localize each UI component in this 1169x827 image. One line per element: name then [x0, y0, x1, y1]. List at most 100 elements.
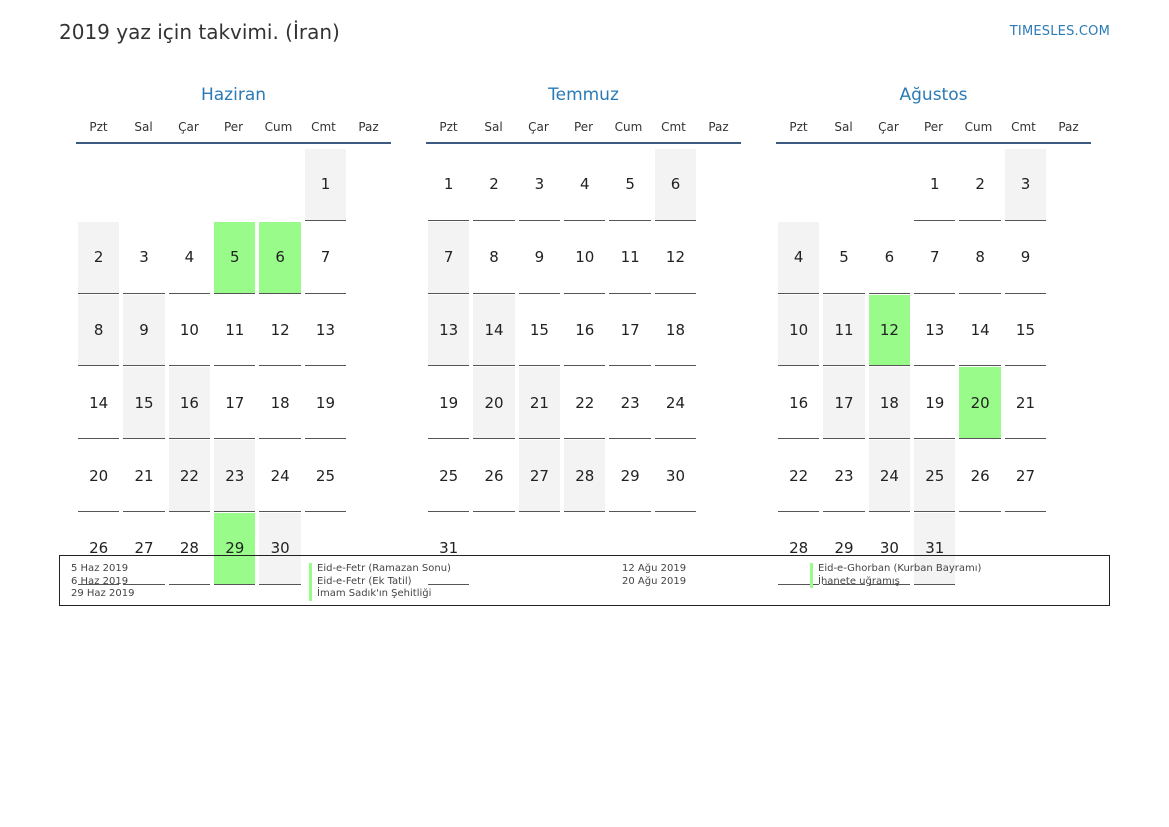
- day-cell[interactable]: 1: [303, 148, 348, 221]
- day-cell[interactable]: 14: [957, 294, 1002, 367]
- day-number: 22: [168, 440, 211, 512]
- day-cell[interactable]: 24: [257, 439, 302, 512]
- day-cell[interactable]: 7: [426, 221, 471, 294]
- day-cell[interactable]: 16: [776, 366, 821, 440]
- holiday-day-cell[interactable]: 29: [212, 512, 257, 585]
- day-cell[interactable]: 7: [303, 221, 348, 294]
- legend-date: 12 Ağu 2019: [622, 563, 687, 574]
- day-cell[interactable]: 2: [76, 221, 121, 294]
- day-cell[interactable]: 4: [776, 221, 821, 294]
- day-cell[interactable]: 30: [867, 512, 912, 585]
- day-cell[interactable]: 28: [167, 512, 212, 585]
- day-cell[interactable]: 6: [653, 148, 698, 221]
- day-cell[interactable]: 19: [912, 366, 957, 440]
- day-cell[interactable]: 25: [303, 439, 348, 512]
- day-cell[interactable]: 29: [821, 512, 866, 585]
- day-cell[interactable]: 1: [426, 148, 471, 221]
- day-cell[interactable]: 1: [912, 148, 957, 221]
- weekday-header: Pzt Sal Çar Per Cum Cmt Paz: [76, 116, 391, 144]
- day-cell[interactable]: 3: [517, 148, 562, 221]
- day-cell[interactable]: 30: [653, 439, 698, 512]
- day-cell[interactable]: 27: [121, 512, 166, 585]
- holiday-day-cell[interactable]: 6: [257, 221, 302, 294]
- day-cell[interactable]: 21: [517, 366, 562, 440]
- holiday-day-cell[interactable]: 5: [212, 221, 257, 294]
- day-cell[interactable]: 20: [471, 366, 516, 440]
- day-cell[interactable]: 31: [426, 512, 471, 585]
- day-cell[interactable]: 22: [167, 439, 212, 512]
- day-cell[interactable]: 24: [653, 366, 698, 440]
- day-cell[interactable]: 14: [76, 366, 121, 440]
- day-cell[interactable]: 10: [776, 294, 821, 367]
- day-cell[interactable]: 13: [912, 294, 957, 367]
- day-cell[interactable]: 19: [303, 366, 348, 440]
- day-cell[interactable]: 13: [426, 294, 471, 367]
- day-cell[interactable]: 9: [517, 221, 562, 294]
- day-number: 15: [123, 367, 165, 440]
- day-cell[interactable]: 9: [121, 294, 166, 367]
- day-cell[interactable]: 12: [257, 294, 302, 367]
- weekday-label: Pzt: [89, 120, 108, 134]
- day-cell[interactable]: 8: [471, 221, 516, 294]
- day-cell[interactable]: 18: [867, 366, 912, 440]
- day-cell[interactable]: 11: [607, 221, 652, 294]
- day-cell[interactable]: 28: [776, 512, 821, 585]
- day-cell[interactable]: 16: [167, 366, 212, 440]
- day-cell[interactable]: 28: [562, 439, 607, 512]
- day-cell[interactable]: 3: [121, 221, 166, 294]
- day-cell[interactable]: 12: [653, 221, 698, 294]
- day-cell[interactable]: 26: [76, 512, 121, 585]
- holiday-day-cell[interactable]: 20: [957, 366, 1002, 440]
- day-cell[interactable]: 8: [76, 294, 121, 367]
- day-cell[interactable]: 17: [212, 366, 257, 440]
- day-cell[interactable]: 16: [562, 294, 607, 367]
- day-cell[interactable]: 10: [562, 221, 607, 294]
- day-cell[interactable]: 23: [607, 366, 652, 440]
- holiday-day-cell[interactable]: 12: [867, 294, 912, 367]
- day-cell[interactable]: 22: [776, 439, 821, 512]
- day-cell[interactable]: 19: [426, 366, 471, 440]
- day-cell[interactable]: 3: [1003, 148, 1048, 221]
- day-cell[interactable]: 5: [821, 221, 866, 294]
- day-cell[interactable]: 27: [1003, 439, 1048, 512]
- day-cell[interactable]: 27: [517, 439, 562, 512]
- day-cell[interactable]: 2: [957, 148, 1002, 221]
- day-cell[interactable]: 15: [1003, 294, 1048, 367]
- day-cell[interactable]: 15: [517, 294, 562, 367]
- day-cell[interactable]: 21: [1003, 366, 1048, 440]
- day-cell[interactable]: 18: [653, 294, 698, 367]
- day-cell[interactable]: 26: [957, 439, 1002, 512]
- day-number: 29: [609, 440, 651, 512]
- day-cell[interactable]: 23: [821, 439, 866, 512]
- day-cell[interactable]: 26: [471, 439, 516, 512]
- day-cell[interactable]: 15: [121, 366, 166, 440]
- day-cell[interactable]: 18: [257, 366, 302, 440]
- day-cell[interactable]: 25: [912, 439, 957, 512]
- day-number: 9: [518, 222, 561, 294]
- day-cell[interactable]: 21: [121, 439, 166, 512]
- day-cell[interactable]: 2: [471, 148, 516, 221]
- day-cell[interactable]: 5: [607, 148, 652, 221]
- day-cell[interactable]: 14: [471, 294, 516, 367]
- day-cell[interactable]: 8: [957, 221, 1002, 294]
- day-cell[interactable]: 29: [607, 439, 652, 512]
- day-cell[interactable]: 11: [821, 294, 866, 367]
- day-cell[interactable]: 31: [912, 512, 957, 585]
- day-cell[interactable]: 25: [426, 439, 471, 512]
- day-cell[interactable]: 9: [1003, 221, 1048, 294]
- day-cell[interactable]: 10: [167, 294, 212, 367]
- site-link[interactable]: TIMESLES.COM: [1009, 24, 1110, 39]
- day-cell[interactable]: 7: [912, 221, 957, 294]
- day-cell[interactable]: 4: [167, 221, 212, 294]
- day-cell[interactable]: 23: [212, 439, 257, 512]
- day-cell[interactable]: 6: [867, 221, 912, 294]
- day-cell[interactable]: 11: [212, 294, 257, 367]
- day-cell[interactable]: 4: [562, 148, 607, 221]
- day-cell[interactable]: 30: [257, 512, 302, 585]
- day-cell[interactable]: 24: [867, 439, 912, 512]
- day-cell[interactable]: 13: [303, 294, 348, 367]
- day-cell[interactable]: 20: [76, 439, 121, 512]
- day-cell[interactable]: 17: [821, 366, 866, 440]
- day-cell[interactable]: 17: [607, 294, 652, 367]
- day-cell[interactable]: 22: [562, 366, 607, 440]
